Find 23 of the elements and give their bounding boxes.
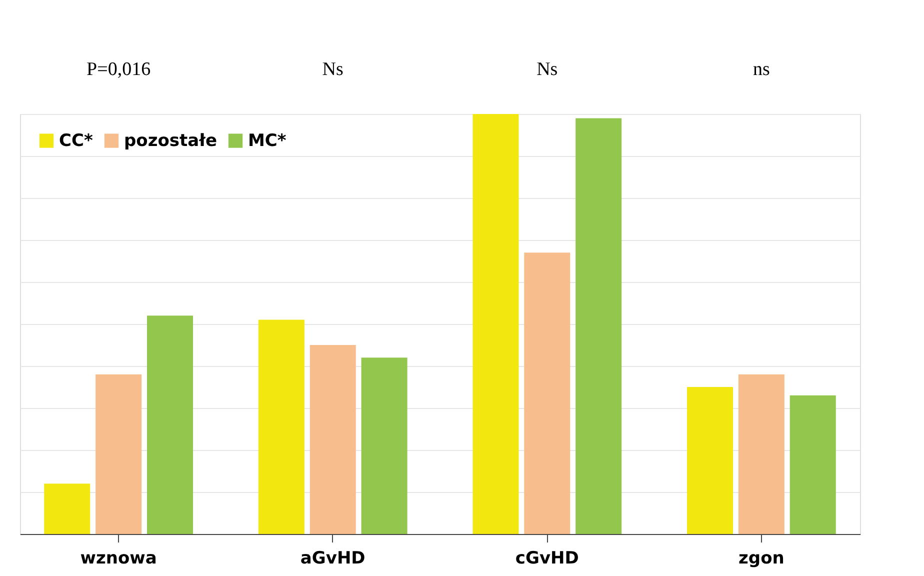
legend-label: MC* xyxy=(248,130,286,151)
text: Ns xyxy=(322,59,344,80)
x-tick-label: cGvHD xyxy=(515,548,579,568)
text: P=0,016 xyxy=(86,59,151,80)
bar xyxy=(790,395,836,534)
bar xyxy=(96,374,142,534)
text: ns xyxy=(752,59,770,80)
bar xyxy=(472,114,519,534)
bar xyxy=(258,320,304,534)
bar xyxy=(310,345,356,534)
bar xyxy=(44,484,90,534)
x-tick-label: aGvHD xyxy=(300,548,366,568)
bar xyxy=(687,387,733,534)
bar xyxy=(524,252,570,534)
x-tick-label: wznowa xyxy=(80,548,157,568)
bar xyxy=(147,316,193,534)
legend-label: CC* xyxy=(59,130,93,151)
bar xyxy=(738,374,784,534)
bar xyxy=(576,118,622,534)
text: Ns xyxy=(536,59,558,80)
legend-label: pozostałe xyxy=(124,130,217,151)
bar xyxy=(361,358,408,534)
x-tick-label: zgon xyxy=(738,548,784,568)
